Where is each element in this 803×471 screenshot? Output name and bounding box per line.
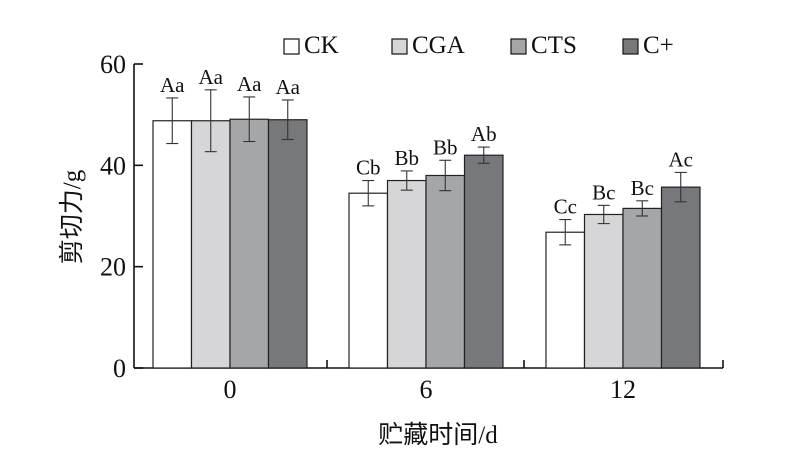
significance-label: Aa <box>160 73 185 97</box>
y-tick-label: 0 <box>113 354 126 383</box>
bar <box>660 186 701 369</box>
significance-label: Ab <box>471 122 497 146</box>
x-axis-label: 贮藏时间/d <box>378 421 498 449</box>
y-tick-label: 60 <box>100 50 126 79</box>
significance-label: Aa <box>237 72 262 96</box>
bar <box>229 118 270 369</box>
bar <box>190 120 231 369</box>
bar <box>425 174 466 369</box>
legend-swatch-c-plus <box>622 38 639 55</box>
bar <box>267 119 308 369</box>
legend-item-c-plus: C+ <box>622 32 674 59</box>
legend-item-cga: CGA <box>391 32 465 59</box>
significance-label: Bc <box>631 176 654 200</box>
bar <box>386 179 427 369</box>
bars: Aa Aa Aa Aa Cb Bb Bb Ab Cc Bc Bc Ac <box>152 65 701 369</box>
legend-label-cga: CGA <box>412 32 465 59</box>
significance-label: Bb <box>433 135 458 159</box>
legend: CK CGA CTS C+ <box>283 32 674 59</box>
bar <box>545 231 586 369</box>
bar <box>348 192 389 369</box>
significance-label: Cb <box>356 156 381 180</box>
bar <box>622 207 663 369</box>
legend-item-ck: CK <box>283 32 339 59</box>
significance-label: Bb <box>394 146 419 170</box>
bar <box>152 120 193 369</box>
legend-swatch-cts <box>510 38 527 55</box>
significance-label: Aa <box>199 65 224 89</box>
significance-label: Bc <box>592 180 615 204</box>
legend-swatch-cga <box>391 38 408 55</box>
y-axis-label: 剪切力/g <box>58 169 86 264</box>
x-tick-label: 12 <box>610 375 636 404</box>
significance-label: Aa <box>276 75 301 99</box>
bar <box>583 213 624 369</box>
legend-label-cts: CTS <box>531 32 577 59</box>
x-tick-label: 6 <box>420 375 433 404</box>
y-tick-label: 20 <box>100 253 126 282</box>
significance-label: Cc <box>554 195 577 219</box>
significance-label: Ac <box>669 147 694 171</box>
bar <box>463 154 504 369</box>
legend-label-c-plus: C+ <box>643 32 674 59</box>
legend-item-cts: CTS <box>510 32 577 59</box>
legend-label-ck: CK <box>304 32 339 59</box>
y-tick-label: 40 <box>100 151 126 180</box>
legend-swatch-ck <box>283 38 300 55</box>
x-tick-label: 0 <box>224 375 237 404</box>
